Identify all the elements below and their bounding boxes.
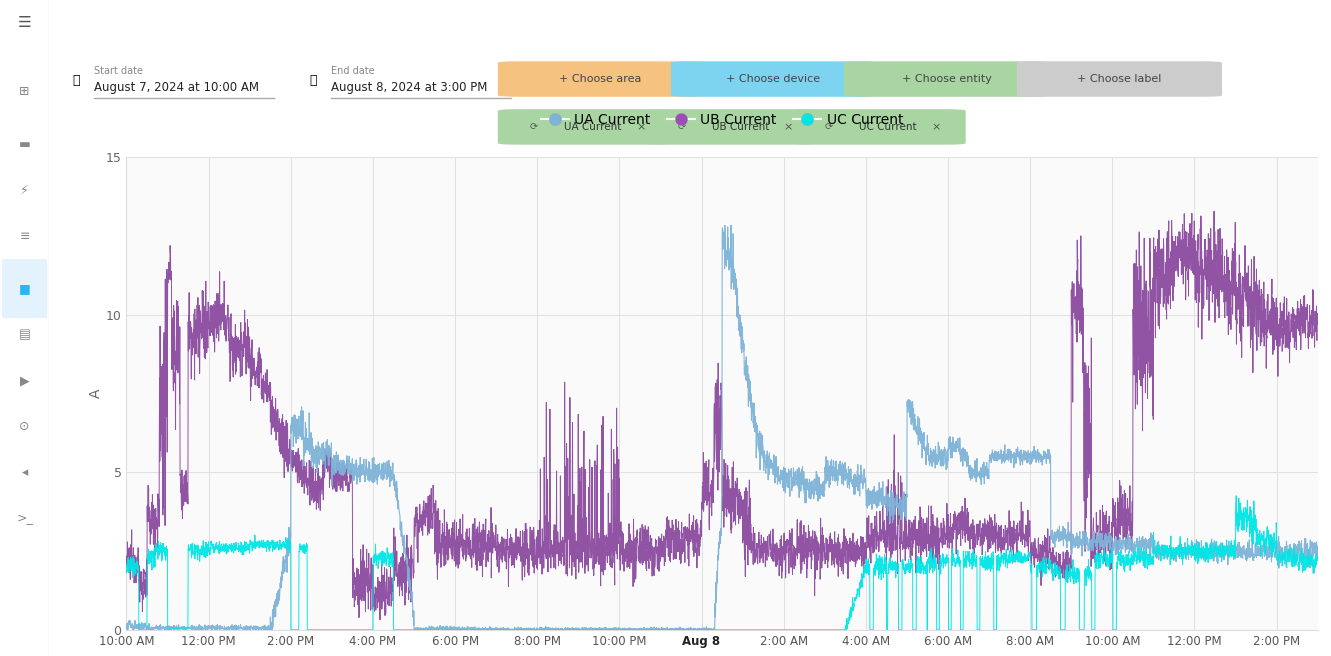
Text: UA Current: UA Current bbox=[564, 122, 622, 132]
FancyBboxPatch shape bbox=[671, 61, 876, 97]
Y-axis label: A: A bbox=[89, 389, 102, 398]
FancyBboxPatch shape bbox=[793, 109, 966, 145]
Text: Start date: Start date bbox=[95, 66, 144, 76]
Text: + Choose device: + Choose device bbox=[727, 74, 820, 84]
Legend: UA Current, UB Current, UC Current: UA Current, UB Current, UC Current bbox=[535, 108, 909, 133]
Text: 📅: 📅 bbox=[72, 73, 80, 87]
Text: ■: ■ bbox=[19, 282, 31, 295]
FancyBboxPatch shape bbox=[1, 259, 48, 318]
Text: + Choose entity: + Choose entity bbox=[901, 74, 992, 84]
Text: ⟳: ⟳ bbox=[677, 122, 685, 132]
Text: ⋮: ⋮ bbox=[1260, 16, 1286, 39]
FancyBboxPatch shape bbox=[498, 109, 671, 145]
Text: ▬: ▬ bbox=[19, 138, 31, 151]
FancyBboxPatch shape bbox=[1017, 61, 1222, 97]
Text: ⚡: ⚡ bbox=[20, 184, 29, 197]
Text: ≡: ≡ bbox=[20, 230, 29, 243]
Text: >_: >_ bbox=[16, 512, 33, 525]
Text: ▶: ▶ bbox=[20, 374, 29, 387]
FancyBboxPatch shape bbox=[498, 61, 703, 97]
FancyBboxPatch shape bbox=[844, 61, 1049, 97]
Text: ◂: ◂ bbox=[21, 466, 28, 479]
Text: ⌽: ⌽ bbox=[1242, 18, 1252, 37]
Text: + Choose label: + Choose label bbox=[1077, 74, 1162, 84]
Text: 📅: 📅 bbox=[309, 73, 317, 87]
Text: ⊙: ⊙ bbox=[20, 420, 29, 433]
Text: ⟳: ⟳ bbox=[530, 122, 538, 132]
Text: ▤: ▤ bbox=[19, 328, 31, 341]
Text: ←: ← bbox=[75, 18, 93, 37]
Text: End date: End date bbox=[331, 66, 375, 76]
Text: ×: × bbox=[932, 122, 941, 132]
Text: UC Current: UC Current bbox=[858, 122, 917, 132]
Text: ⟳: ⟳ bbox=[825, 122, 833, 132]
FancyBboxPatch shape bbox=[646, 109, 819, 145]
Text: ☰: ☰ bbox=[17, 16, 32, 30]
Text: + Choose area: + Choose area bbox=[559, 74, 642, 84]
Text: UB Current: UB Current bbox=[712, 122, 769, 132]
Text: August 7, 2024 at 10:00 AM: August 7, 2024 at 10:00 AM bbox=[95, 81, 260, 94]
Text: ⊞: ⊞ bbox=[20, 85, 29, 98]
Text: ×: × bbox=[784, 122, 793, 132]
Text: August 8, 2024 at 3:00 PM: August 8, 2024 at 3:00 PM bbox=[331, 81, 487, 94]
Text: History: History bbox=[113, 18, 204, 37]
Text: ×: × bbox=[636, 122, 646, 132]
